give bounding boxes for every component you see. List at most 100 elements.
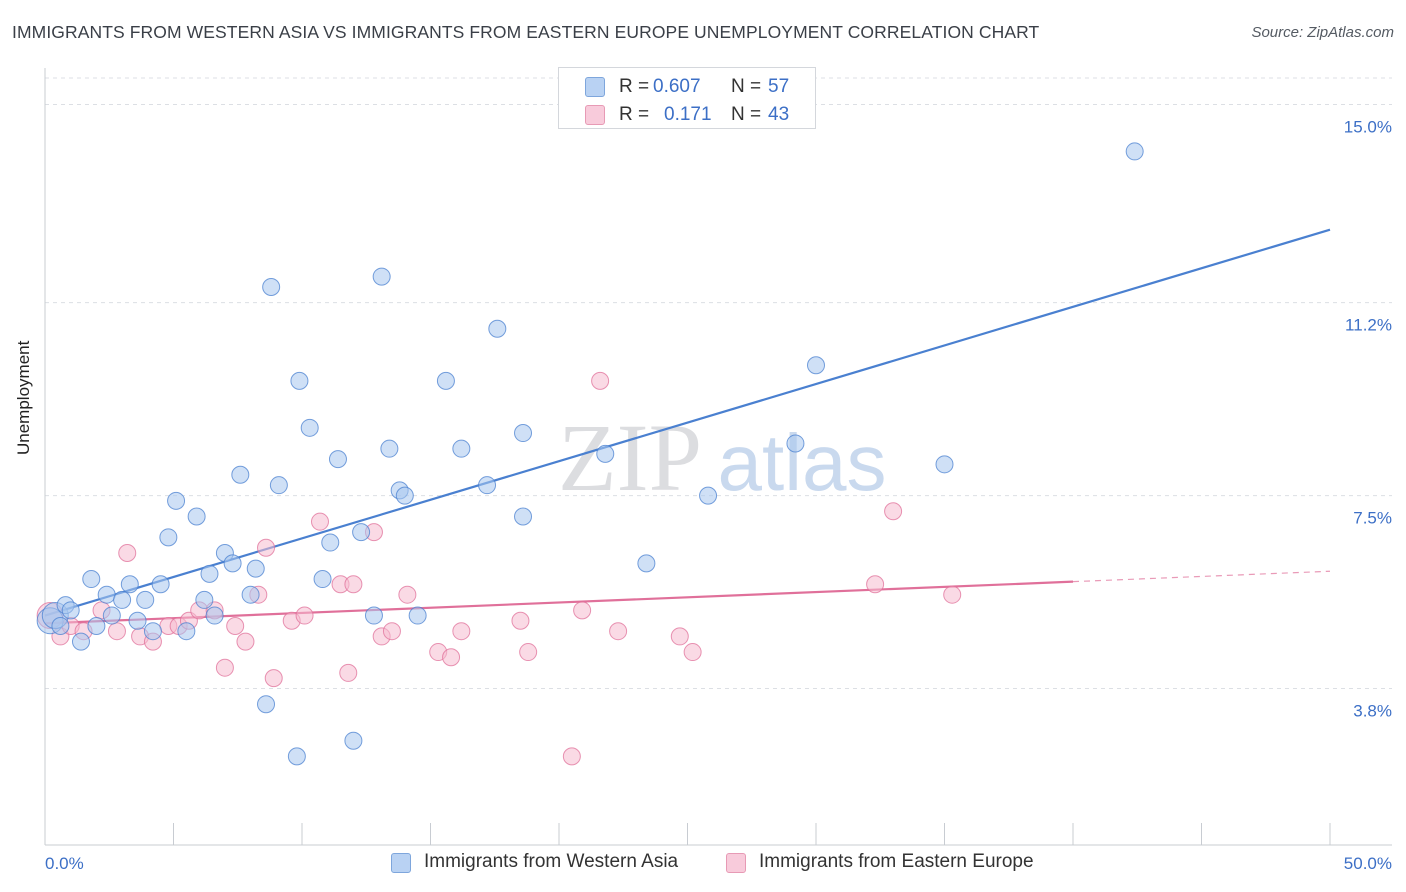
point-western-asia [120,575,139,594]
point-eastern-europe [339,663,358,682]
point-eastern-europe [866,575,885,594]
point-western-asia [82,570,101,589]
point-western-asia [187,507,206,526]
point-western-asia [352,523,371,542]
y-tick-labels: 15.0% 11.2% 7.5% 3.8% [1344,118,1392,721]
point-western-asia [167,491,186,510]
y-tick-label: 11.2% [1345,316,1392,335]
point-western-asia [177,622,196,641]
point-eastern-europe [398,585,417,604]
point-western-asia [113,590,132,609]
point-western-asia [102,606,121,625]
point-eastern-europe [295,606,314,625]
point-western-asia [290,371,309,390]
legend-n-label-2: N = [731,104,762,125]
chart-title: IMMIGRANTS FROM WESTERN ASIA VS IMMIGRAN… [12,22,1040,42]
point-western-asia [159,528,178,547]
point-western-asia [313,570,332,589]
point-western-asia [269,476,288,495]
point-eastern-europe [511,611,530,630]
point-western-asia [436,371,455,390]
y-tick-label: 15.0% [1344,118,1392,137]
point-western-asia [223,554,242,573]
point-western-asia [136,590,155,609]
legend-r-value-western-asia: 0.607 [653,76,701,97]
point-eastern-europe [236,632,255,651]
point-western-asia [61,601,80,620]
trend-line-dashed-1 [1072,570,1331,583]
point-western-asia [205,606,224,625]
point-western-asia [452,439,471,458]
point-western-asia [372,267,391,286]
legend-r-label: R = [619,76,650,97]
point-eastern-europe [519,643,538,662]
bottom-legend-label-eastern-europe: Immigrants from Eastern Europe [759,851,1034,872]
point-western-asia [143,622,162,641]
point-western-asia [51,616,70,635]
point-western-asia [87,616,106,635]
point-western-asia [488,319,507,338]
point-eastern-europe [943,585,962,604]
point-western-asia [200,564,219,583]
point-western-asia [328,450,347,469]
x-tick-labels: 0.0% 50.0% [45,854,1392,873]
point-western-asia [241,585,260,604]
point-western-asia [195,590,214,609]
point-eastern-europe [226,616,245,635]
source-label: Source: ZipAtlas.com [1251,24,1394,41]
watermark: ZIP atlas [558,404,886,511]
correlation-legend: R = 0.607 N = 57 R = 0.171 N = 43 [558,67,816,129]
point-eastern-europe [382,622,401,641]
watermark-atlas: atlas [718,418,887,507]
legend-n-value-western-asia: 57 [768,76,790,97]
point-western-asia [935,455,954,474]
bottom-legend-swatch-eastern-europe [726,853,746,873]
point-eastern-europe [683,643,702,662]
legend-n-value-eastern-europe: 43 [768,104,790,125]
point-western-asia [128,611,147,630]
point-western-asia [596,444,615,463]
legend-swatch-eastern-europe [585,105,605,125]
point-western-asia [287,747,306,766]
point-eastern-europe [442,648,461,667]
y-tick-label: 3.8% [1353,702,1392,721]
point-western-asia [344,731,363,750]
point-eastern-europe [107,622,126,641]
point-eastern-europe [884,502,903,521]
point-eastern-europe [562,747,581,766]
point-western-asia [807,356,825,375]
point-eastern-europe [452,622,471,641]
point-western-asia [478,476,497,495]
point-western-asia [380,439,399,458]
point-western-asia [514,424,533,443]
point-western-asia [786,434,805,453]
point-western-asia [1125,142,1144,161]
point-western-asia [151,575,170,594]
point-eastern-europe [670,627,689,646]
point-eastern-europe [118,543,137,562]
point-western-asia [699,486,718,505]
point-western-asia [231,465,250,484]
legend-r-label-2: R = [619,104,650,125]
point-eastern-europe [264,669,283,688]
point-western-asia [514,507,533,526]
point-western-asia [408,606,427,625]
point-western-asia [300,418,319,437]
point-western-asia [262,278,281,297]
point-eastern-europe [215,658,234,677]
point-western-asia [71,632,90,651]
point-eastern-europe [591,371,610,390]
y-tick-label: 7.5% [1353,509,1392,528]
point-western-asia [637,554,656,573]
legend-swatch-western-asia [585,77,605,97]
data-points [36,142,1144,766]
point-eastern-europe [344,575,363,594]
x-tick-label-left: 0.0% [45,854,84,873]
point-eastern-europe [310,512,329,531]
point-eastern-europe [573,601,592,620]
point-western-asia [395,486,414,505]
point-eastern-europe [257,538,276,557]
point-eastern-europe [609,622,628,641]
point-western-asia [97,585,116,604]
